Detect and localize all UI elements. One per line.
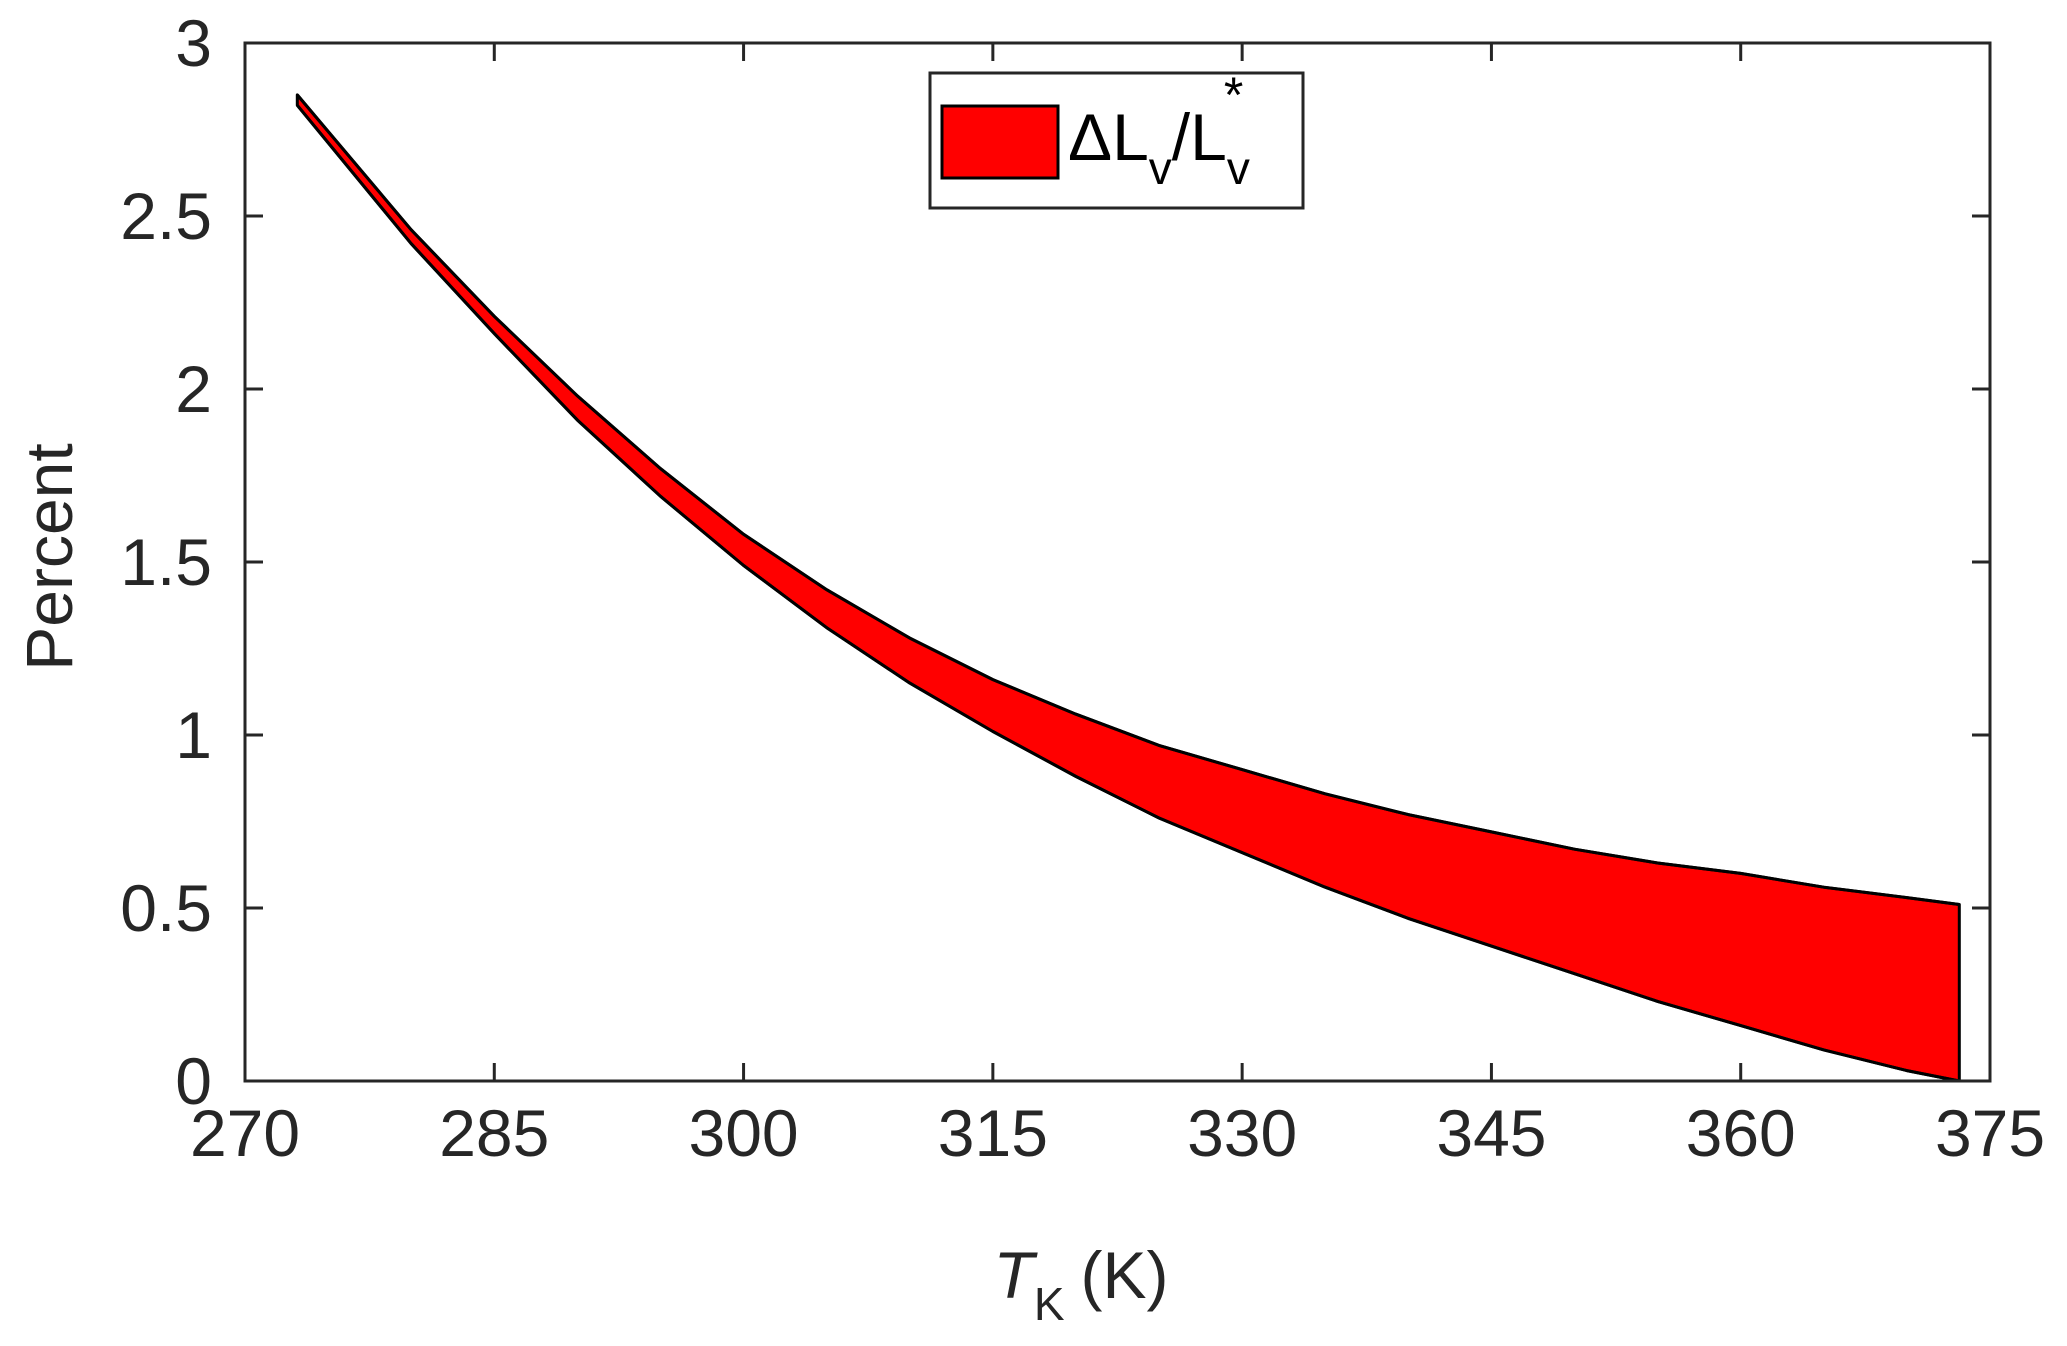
x-tick-label: 345: [1436, 1096, 1546, 1170]
legend-label-slash-l: /L: [1172, 100, 1227, 174]
y-tick-label: 2.5: [120, 179, 212, 253]
x-axis-unit: (K): [1081, 1238, 1169, 1312]
y-tick-label: 0: [175, 1044, 212, 1118]
y-tick-label: 1: [175, 698, 212, 772]
legend-label-delta-l: ΔL: [1068, 100, 1149, 174]
legend-label-sub-1: v: [1149, 142, 1172, 194]
legend: ΔLv/Lv*: [928, 67, 1305, 210]
band-lower-line: [296, 104, 1960, 1083]
legend-label-star: *: [1224, 67, 1243, 123]
band-area: [295, 93, 1961, 1083]
x-axis-symbol: T: [994, 1238, 1039, 1312]
x-tick-label: 285: [439, 1096, 549, 1170]
legend-label-sub-2: v: [1227, 142, 1250, 194]
x-tick-label: 360: [1686, 1096, 1796, 1170]
legend-swatch: [940, 104, 1060, 180]
x-axis-title: TK (K): [994, 1238, 1169, 1330]
x-tick-label: 315: [938, 1096, 1048, 1170]
y-tick-label: 2: [175, 352, 212, 426]
y-tick-label: 3: [175, 6, 212, 80]
x-axis-ticks: 270 285 300 315 330 345 360 375: [190, 43, 2045, 1170]
legend-label: ΔLv/Lv*: [1068, 67, 1250, 194]
y-axis-ticks: 0 0.5 1 1.5 2 2.5 3: [120, 6, 1990, 1118]
x-tick-label: 375: [1935, 1096, 2045, 1170]
x-tick-label: 330: [1187, 1096, 1297, 1170]
band-upper-line: [296, 93, 1960, 906]
x-tick-label: 300: [689, 1096, 799, 1170]
x-tick-label: 270: [190, 1096, 300, 1170]
x-axis-subscript: K: [1034, 1278, 1065, 1330]
y-axis-title: Percent: [12, 443, 86, 670]
y-tick-label: 1.5: [120, 525, 212, 599]
plot-area-fill: [295, 93, 1961, 1083]
y-tick-label: 0.5: [120, 871, 212, 945]
